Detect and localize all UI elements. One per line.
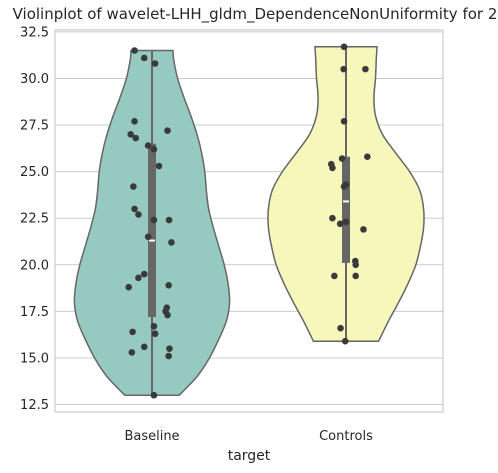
data-point: [331, 272, 338, 280]
data-point: [341, 337, 349, 345]
y-tick-label: 32.5: [20, 25, 49, 40]
data-point: [151, 60, 159, 67]
y-tick-label: 15.0: [20, 351, 49, 366]
data-point: [336, 220, 344, 228]
data-point: [364, 153, 371, 161]
data-point: [150, 391, 158, 399]
data-point: [352, 261, 360, 269]
data-point: [130, 183, 137, 190]
data-point: [129, 328, 136, 336]
x-tick-label: Baseline: [124, 429, 179, 444]
y-tick-labels: 12.5 15.0 17.5 20.0 22.5 25.0 27.5 30.0 32.5: [20, 25, 49, 413]
y-tick-label: 25.0: [20, 165, 49, 180]
data-point: [342, 218, 350, 226]
data-point: [132, 134, 140, 142]
data-point: [150, 216, 158, 224]
strip-points: [125, 43, 371, 399]
data-point: [131, 205, 138, 213]
data-point: [164, 127, 171, 134]
data-point: [144, 142, 152, 149]
data-point: [362, 65, 369, 73]
data-point: [131, 47, 138, 54]
data-point: [340, 43, 348, 51]
data-point: [165, 216, 173, 224]
data-point: [165, 352, 172, 360]
y-tick-label: 30.0: [20, 72, 49, 87]
data-point: [164, 311, 171, 319]
x-tick-label: Controls: [319, 429, 373, 444]
data-point: [340, 118, 348, 125]
data-point: [337, 324, 344, 332]
data-point: [140, 270, 148, 278]
data-point: [131, 118, 138, 125]
data-point: [360, 226, 367, 233]
data-point: [151, 330, 159, 338]
violins: [73, 46, 425, 396]
data-point: [140, 54, 148, 62]
data-point: [135, 211, 142, 218]
y-tick-label: 12.5: [20, 398, 49, 413]
x-tick-labels: Baseline Controls: [124, 429, 373, 444]
data-point: [329, 214, 336, 222]
data-point: [340, 65, 347, 73]
iqr-box-baseline: [148, 143, 156, 317]
data-point: [329, 164, 336, 172]
data-point: [155, 162, 163, 170]
data-point: [165, 281, 172, 289]
y-tick-label: 20.0: [20, 258, 49, 273]
x-axis-label: target: [228, 448, 271, 464]
data-point: [352, 272, 360, 280]
data-point: [127, 131, 134, 138]
data-point: [168, 239, 175, 246]
data-point: [135, 274, 142, 282]
data-point: [125, 283, 133, 291]
y-tick-label: 22.5: [20, 212, 49, 227]
chart-title: Violinplot of wavelet-LHH_gldm_Dependenc…: [13, 5, 498, 24]
data-point: [338, 155, 346, 162]
data-point: [166, 345, 173, 352]
plot-frame: [54, 29, 444, 413]
data-point: [128, 349, 136, 356]
y-tick-label: 27.5: [20, 119, 49, 134]
data-point: [150, 145, 158, 153]
data-point: [140, 343, 148, 351]
data-point: [150, 322, 158, 330]
iqr-box-controls: [342, 156, 350, 263]
data-point: [144, 233, 152, 241]
data-point: [340, 183, 348, 190]
y-tick-label: 17.5: [20, 305, 49, 320]
